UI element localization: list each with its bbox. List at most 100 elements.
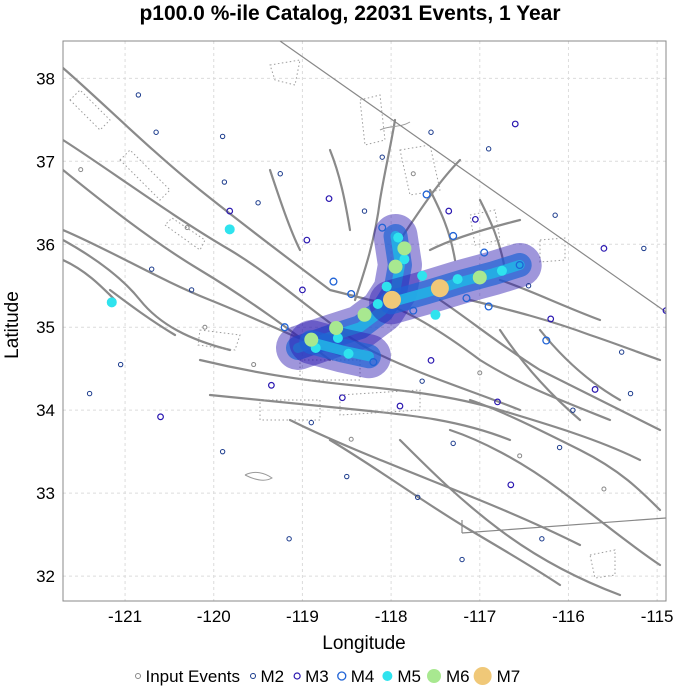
legend-marker-m6 bbox=[427, 669, 442, 683]
x-axis-label: Longitude bbox=[322, 633, 405, 654]
event-point-m4 bbox=[542, 336, 551, 345]
legend-item-m7: M7 bbox=[473, 667, 521, 686]
event-point-m7 bbox=[382, 290, 401, 309]
event-point-m6 bbox=[357, 307, 372, 322]
y-axis-label: Latitude bbox=[2, 291, 23, 359]
event-point-m2 bbox=[428, 129, 434, 135]
event-point-m4 bbox=[449, 231, 458, 241]
event-point-m4 bbox=[369, 358, 378, 367]
event-point-m3 bbox=[591, 386, 599, 393]
legend-label: M6 bbox=[446, 667, 470, 686]
event-point-m2 bbox=[618, 349, 625, 355]
event-point-m2 bbox=[86, 390, 93, 397]
event-point-m5 bbox=[496, 265, 507, 276]
legend: Input Events M2 M3 M4 M5 M6 M7 bbox=[135, 667, 521, 686]
legend-label: M2 bbox=[261, 667, 285, 686]
event-point-m5 bbox=[393, 232, 404, 243]
legend-item-m6: M6 bbox=[427, 667, 470, 686]
event-point-input bbox=[348, 436, 354, 442]
x-axis-ticks: -121 -120 -119 -118 -117 -116 -115 bbox=[108, 607, 673, 626]
legend-item-m5: M5 bbox=[382, 667, 421, 686]
event-point-m2 bbox=[525, 283, 532, 289]
event-point-input bbox=[251, 362, 257, 368]
event-point-m7 bbox=[430, 279, 449, 298]
x-tick-label: -120 bbox=[197, 607, 231, 626]
legend-label: M4 bbox=[351, 667, 375, 686]
legend-label: M7 bbox=[497, 667, 521, 686]
event-point-m2 bbox=[556, 444, 563, 451]
x-tick-label: -118 bbox=[375, 607, 408, 626]
event-point-m4 bbox=[378, 223, 387, 232]
legend-label: M5 bbox=[397, 667, 421, 686]
event-point-m2 bbox=[221, 179, 228, 185]
event-point-m2 bbox=[148, 266, 155, 272]
event-point-m2 bbox=[188, 287, 195, 293]
event-point-m3 bbox=[325, 195, 333, 203]
event-point-m6 bbox=[397, 241, 412, 256]
event-point-m3 bbox=[662, 307, 666, 315]
event-point-m2 bbox=[308, 419, 314, 426]
event-point-m2 bbox=[255, 200, 261, 206]
event-point-m5 bbox=[381, 281, 392, 292]
event-point-input bbox=[601, 486, 607, 492]
legend-label: M3 bbox=[305, 667, 329, 686]
event-point-m2 bbox=[361, 208, 368, 214]
event-density-glow bbox=[275, 213, 542, 379]
legend-marker-m2 bbox=[250, 673, 257, 679]
legend-item-m4: M4 bbox=[337, 667, 375, 686]
y-tick-label: 34 bbox=[36, 401, 55, 420]
event-point-m2 bbox=[641, 245, 647, 252]
event-point-m4 bbox=[515, 260, 524, 270]
event-point-m3 bbox=[427, 357, 435, 364]
event-point-m3 bbox=[396, 402, 404, 410]
event-point-m5 bbox=[224, 224, 235, 235]
x-tick-label: -119 bbox=[286, 607, 319, 626]
y-tick-label: 36 bbox=[36, 235, 55, 254]
event-point-m3 bbox=[226, 207, 234, 215]
y-tick-label: 38 bbox=[36, 69, 55, 88]
legend-marker-m5 bbox=[382, 671, 393, 681]
event-point-m4 bbox=[347, 289, 356, 299]
legend-item-input: Input Events bbox=[135, 667, 241, 686]
legend-marker-m4 bbox=[337, 671, 347, 681]
event-point-input bbox=[517, 453, 523, 459]
event-point-m2 bbox=[135, 92, 142, 98]
event-point-m2 bbox=[552, 212, 558, 218]
event-point-m5 bbox=[430, 309, 441, 320]
event-point-m3 bbox=[303, 236, 311, 244]
event-point-m2 bbox=[277, 171, 283, 177]
event-point-m2 bbox=[286, 536, 292, 542]
event-point-input bbox=[477, 370, 483, 376]
x-tick-label: -121 bbox=[108, 607, 142, 626]
event-point-m3 bbox=[600, 245, 608, 252]
event-point-m5 bbox=[417, 270, 428, 281]
cluster-axis bbox=[306, 337, 374, 362]
event-point-m6 bbox=[388, 259, 403, 274]
event-point-m2 bbox=[485, 146, 492, 152]
legend-item-m2: M2 bbox=[250, 667, 285, 686]
event-point-m3 bbox=[494, 398, 501, 406]
event-point-m2 bbox=[117, 361, 124, 368]
event-points bbox=[78, 92, 666, 563]
region-outline bbox=[279, 41, 666, 313]
event-point-m6 bbox=[304, 332, 319, 347]
event-point-m2 bbox=[539, 536, 545, 542]
chart-title: p100.0 %-ile Catalog, 22031 Events, 1 Ye… bbox=[139, 2, 560, 25]
y-tick-label: 32 bbox=[36, 567, 55, 586]
legend-marker-m3 bbox=[293, 672, 301, 680]
event-point-input bbox=[78, 167, 84, 173]
event-point-m3 bbox=[507, 481, 515, 489]
x-tick-label: -115 bbox=[641, 607, 674, 626]
fault-lines bbox=[63, 66, 662, 597]
event-point-m2 bbox=[570, 407, 576, 413]
event-point-m2 bbox=[379, 154, 385, 160]
y-tick-label: 35 bbox=[36, 318, 55, 337]
legend-item-m3: M3 bbox=[293, 667, 329, 686]
event-point-m5 bbox=[372, 298, 383, 309]
event-point-input bbox=[184, 225, 190, 231]
event-point-m3 bbox=[445, 207, 453, 215]
region-outline-south bbox=[461, 517, 666, 534]
legend-label: Input Events bbox=[146, 667, 241, 686]
event-point-m5 bbox=[332, 333, 343, 344]
